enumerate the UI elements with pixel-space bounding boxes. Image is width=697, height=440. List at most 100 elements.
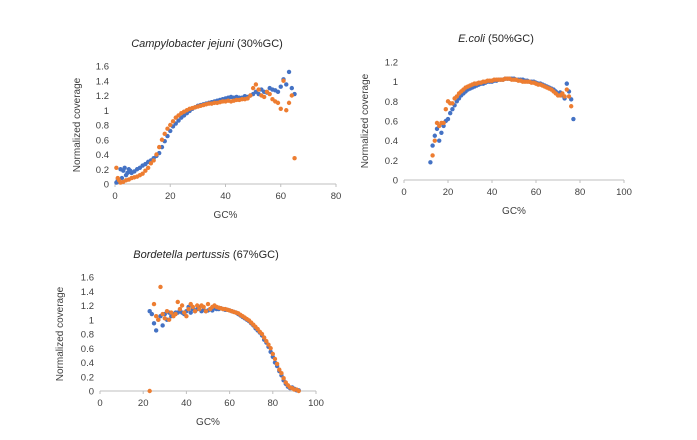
data-point — [284, 108, 289, 113]
data-point — [268, 346, 273, 351]
x-tick-label: 40 — [220, 191, 231, 202]
data-point — [256, 87, 261, 92]
data-point — [277, 367, 282, 372]
y-tick-label: 0.8 — [81, 330, 94, 341]
y-tick-label: 0.4 — [96, 150, 109, 161]
y-tick-label: 0.2 — [96, 165, 109, 176]
x-tick-label: 0 — [112, 191, 117, 202]
data-point — [205, 301, 211, 307]
data-point — [564, 81, 569, 86]
data-point — [267, 91, 272, 97]
data-point — [430, 143, 435, 148]
data-point — [571, 116, 576, 122]
data-point — [177, 306, 183, 312]
chart-title-species: Bordetella pertussis — [133, 249, 230, 261]
data-point — [279, 370, 284, 376]
y-axis-title: Normalized coverage — [55, 286, 66, 381]
data-point — [428, 160, 433, 165]
x-tick-label: 40 — [181, 398, 192, 409]
y-tick-label: 0 — [104, 180, 109, 191]
data-point — [566, 94, 572, 99]
x-tick-label: 80 — [575, 187, 586, 198]
data-point — [151, 301, 157, 307]
data-point — [166, 317, 172, 322]
data-point — [432, 138, 437, 143]
x-tick-label: 20 — [165, 191, 176, 202]
chart-campylobacter: Campylobacter jejuni (30%GC) 0 0.2 0.4 0.6 0.… — [72, 38, 341, 221]
data-point — [143, 168, 148, 173]
data-point — [173, 311, 178, 317]
data-point — [162, 131, 167, 137]
data-point — [114, 165, 119, 170]
y-tick-label: 1.4 — [96, 76, 109, 87]
data-point — [266, 342, 271, 347]
data-point — [275, 100, 281, 106]
data-point — [153, 328, 159, 333]
y-tick-label: 0 — [393, 176, 398, 187]
data-point — [160, 311, 165, 317]
data-point — [278, 106, 283, 111]
data-point — [170, 119, 176, 124]
y-tick-label: 0.6 — [81, 344, 94, 355]
data-point — [203, 309, 209, 314]
y-tick-label: 0.4 — [385, 136, 398, 147]
y-axis-title: Normalized coverage — [360, 73, 371, 168]
data-point — [281, 375, 286, 381]
x-tick-label: 100 — [616, 187, 632, 198]
data-point — [168, 122, 173, 128]
data-point — [275, 89, 281, 95]
data-point — [450, 107, 455, 112]
data-point — [270, 351, 275, 357]
y-tick-label: 1 — [89, 315, 94, 326]
chart-title: Bordetella pertussis (67%GC) — [133, 249, 279, 261]
data-point — [169, 310, 174, 315]
series-2 — [114, 78, 297, 185]
data-point — [432, 133, 437, 138]
data-point — [165, 126, 170, 131]
data-point — [289, 93, 294, 98]
y-tick-label: 1.6 — [81, 273, 94, 284]
data-point — [201, 304, 206, 310]
data-point — [179, 303, 185, 308]
chart-ecoli: E.coli (50%GC) 0 0.2 0.4 0.6 0.8 1 1.2 0 20 40 60 80… — [360, 33, 632, 217]
chart-title: E.coli (50%GC) — [458, 33, 534, 45]
data-point — [264, 338, 269, 344]
x-tick-label: 60 — [531, 187, 542, 198]
data-point — [140, 171, 145, 176]
data-point — [564, 87, 569, 92]
data-point — [151, 321, 157, 326]
x-tick-label: 20 — [138, 398, 149, 409]
data-point — [286, 100, 292, 106]
y-tick-label: 1 — [104, 106, 109, 117]
data-point — [259, 331, 265, 337]
x-axis-title: GC% — [502, 206, 526, 217]
y-tick-label: 0.4 — [81, 358, 94, 369]
data-point — [164, 309, 170, 314]
x-tick-label: 100 — [308, 398, 324, 409]
series-2 — [147, 284, 301, 394]
data-point — [289, 85, 294, 91]
data-point — [156, 317, 161, 322]
x-tick-label: 20 — [443, 187, 454, 198]
data-point — [148, 161, 154, 166]
data-point — [441, 120, 446, 126]
data-point — [450, 101, 455, 106]
data-point — [443, 107, 448, 112]
data-point — [147, 388, 152, 394]
data-point — [445, 116, 451, 122]
series-1 — [114, 69, 297, 185]
y-tick-label: 1.6 — [96, 62, 109, 73]
y-tick-label: 1 — [393, 77, 398, 88]
data-point — [439, 130, 444, 135]
data-point — [153, 313, 159, 319]
data-point — [190, 304, 196, 310]
data-point — [248, 93, 253, 98]
chart-title-species: E.coli — [458, 33, 485, 45]
x-tick-label: 40 — [487, 187, 498, 198]
data-point — [188, 310, 193, 315]
x-tick-label: 80 — [268, 398, 279, 409]
x-axis-title: GC% — [214, 210, 238, 221]
data-point — [195, 303, 200, 308]
data-point — [175, 299, 180, 305]
data-point — [162, 316, 167, 321]
